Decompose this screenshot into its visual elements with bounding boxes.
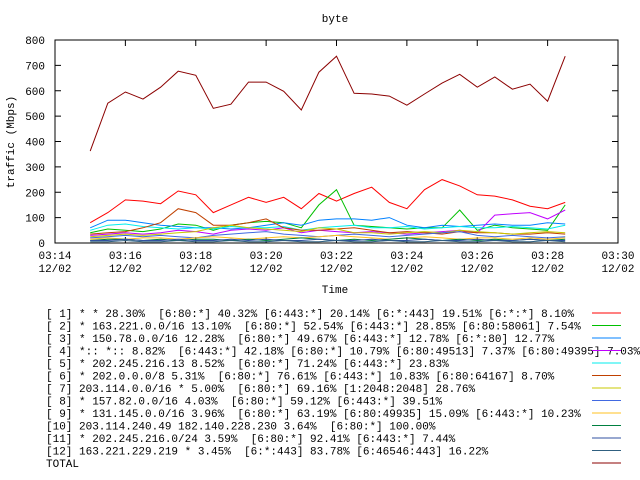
legend-label: [11] * 202.245.216.0/24 3.59% [6:80:*] 9… [46, 434, 456, 446]
y-tick-label: 400 [25, 138, 45, 150]
series-line [90, 208, 566, 235]
legend-label: [ 8] * 157.82.0.0/16 4.03% [6:80:*] 59.1… [46, 397, 442, 409]
y-tick-label: 300 [25, 163, 45, 175]
series-line [90, 223, 566, 231]
x-tick-label: 12/02 [390, 264, 423, 276]
legend-label: [ 6] * 202.0.0.0/8 5.31% [6:80:*] 76.61%… [46, 372, 555, 384]
y-tick-label: 200 [25, 188, 45, 200]
series-line [89, 55, 566, 152]
y-tick-label: 600 [25, 87, 45, 99]
plot-frame [54, 39, 619, 244]
chart-title: byte [322, 14, 348, 26]
x-tick-label: 03:14 [38, 251, 71, 263]
legend-label: [ 7] 203.114.0.0/16 * 5.00% [6:80:*] 69.… [46, 384, 475, 396]
y-tick-label: 800 [25, 36, 45, 48]
series-line [90, 238, 566, 242]
y-tick-label: 500 [25, 112, 45, 124]
y-tick-label: 700 [25, 61, 45, 73]
x-tick-label: 12/02 [461, 264, 494, 276]
x-tick-label: 03:30 [601, 251, 634, 263]
legend-label: [ 2] * 163.221.0.0/16 13.10% [6:80:*] 52… [46, 322, 581, 334]
y-tick-label: 0 [38, 239, 45, 251]
y-tick-label: 100 [25, 214, 45, 226]
series-line [90, 239, 566, 243]
series-line [90, 224, 566, 238]
x-tick-label: 03:26 [461, 251, 494, 263]
series-line [90, 209, 566, 236]
x-tick-label: 03:24 [390, 251, 423, 263]
x-tick-label: 12/02 [601, 264, 634, 276]
x-tick-label: 03:16 [109, 251, 142, 263]
legend-label: [ 1] * * 28.30% [6:80:*] 40.32% [6:443:*… [46, 309, 574, 321]
legend-label: [ 9] * 131.145.0.0/16 3.96% [6:80:*] 63.… [46, 409, 581, 421]
legend-label: TOTAL [46, 459, 79, 471]
x-tick-label: 12/02 [531, 264, 564, 276]
legend-label: [ 5] * 202.245.216.13 8.52% [6:80:*] 71.… [46, 359, 449, 371]
series-line [90, 234, 566, 240]
x-tick-label: 12/02 [320, 264, 353, 276]
legend-label: [10] 203.114.240.49 182.140.228.230 3.64… [46, 422, 436, 434]
x-axis-label: Time [322, 285, 348, 297]
x-tick-label: 03:28 [531, 251, 564, 263]
legend-label: [12] 163.221.229.219 * 3.45% [6:*:443] 8… [46, 447, 489, 459]
legend-label: [ 4] *:: *:: 8.82% [6:443:*] 42.18% [6:8… [46, 347, 640, 359]
x-tick-label: 12/02 [250, 264, 283, 276]
x-tick-label: 12/02 [109, 264, 142, 276]
x-tick-label: 03:20 [250, 251, 283, 263]
x-tick-label: 12/02 [38, 264, 71, 276]
x-tick-label: 03:18 [179, 251, 212, 263]
legend-label: [ 3] * 150.78.0.0/16 12.28% [6:80:*] 49.… [46, 334, 555, 346]
x-tick-label: 12/02 [179, 264, 212, 276]
x-tick-label: 03:22 [320, 251, 353, 263]
y-axis-label: traffic (Mbps) [6, 96, 18, 188]
